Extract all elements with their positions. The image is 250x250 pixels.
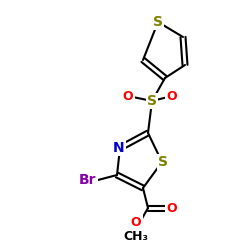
Text: S: S [158, 155, 168, 169]
Text: N: N [113, 141, 125, 155]
Text: O: O [131, 216, 141, 228]
Text: O: O [123, 90, 133, 102]
Text: CH₃: CH₃ [124, 230, 148, 243]
Text: O: O [167, 202, 177, 214]
Text: Br: Br [79, 173, 97, 187]
Text: S: S [147, 94, 157, 108]
Text: O: O [167, 90, 177, 102]
Text: S: S [153, 15, 163, 29]
